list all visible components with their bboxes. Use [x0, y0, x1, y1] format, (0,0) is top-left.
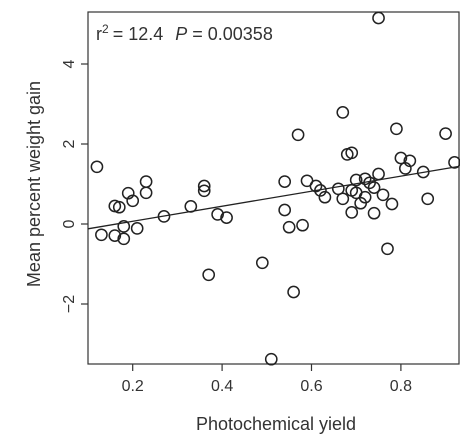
- data-point: [336, 192, 350, 206]
- data-points: [90, 11, 460, 366]
- y-tick-label: 4: [61, 59, 78, 68]
- r2-value: = 12.4: [113, 24, 164, 44]
- data-point: [358, 190, 372, 204]
- data-point: [291, 128, 305, 142]
- axes-group: 0.2 0.4 0.6 0.8 −2 0 2 4: [61, 11, 460, 395]
- data-point: [90, 160, 104, 174]
- y-tick-label: 0: [61, 219, 78, 228]
- regression-group: [87, 165, 460, 230]
- p-value: = 0.00358: [192, 24, 273, 44]
- data-point: [282, 220, 296, 234]
- data-point: [376, 188, 390, 202]
- data-point: [278, 203, 292, 217]
- r2-superscript: 2: [102, 22, 109, 36]
- data-point: [112, 200, 126, 214]
- data-point: [394, 151, 408, 165]
- data-point: [287, 285, 300, 299]
- data-point: [139, 186, 153, 200]
- regression-line: [87, 165, 460, 230]
- y-axis-title: Mean percent weight gain: [24, 81, 44, 287]
- data-point: [139, 175, 153, 188]
- data-point: [211, 208, 224, 221]
- data-point: [318, 190, 332, 204]
- p-label: P: [175, 24, 187, 44]
- data-point: [197, 179, 211, 193]
- data-point: [336, 106, 350, 119]
- data-point: [448, 156, 460, 169]
- data-point: [421, 192, 435, 206]
- data-point: [349, 173, 363, 187]
- data-point: [345, 146, 359, 160]
- x-tick-label: 0.8: [390, 378, 412, 395]
- data-point: [108, 229, 122, 242]
- x-axis-title: Photochemical yield: [196, 414, 356, 434]
- data-point: [372, 11, 385, 25]
- y-tick-label: 2: [61, 139, 78, 148]
- data-point: [197, 184, 211, 198]
- data-point: [117, 232, 131, 246]
- data-point: [358, 172, 372, 186]
- data-point: [296, 218, 309, 232]
- data-point: [372, 167, 385, 181]
- data-point: [95, 228, 108, 242]
- x-tick-label: 0.2: [122, 378, 144, 395]
- data-point: [345, 206, 359, 219]
- data-point: [439, 127, 452, 140]
- data-point: [278, 175, 292, 188]
- data-point: [403, 154, 417, 168]
- data-point: [367, 206, 381, 220]
- y-tick-label: −2: [61, 295, 78, 313]
- r2-label: r: [96, 24, 102, 44]
- data-point: [130, 222, 144, 235]
- data-point: [381, 242, 394, 256]
- data-point: [385, 197, 399, 211]
- x-tick-label: 0.6: [300, 378, 322, 395]
- data-point: [264, 352, 278, 366]
- x-tick-label: 0.4: [211, 378, 233, 395]
- data-point: [220, 211, 233, 224]
- data-point: [390, 122, 403, 136]
- data-point: [202, 268, 216, 282]
- stats-annotation: r2 = 12.4 P = 0.00358: [96, 22, 273, 44]
- data-point: [255, 256, 269, 270]
- data-point: [367, 181, 381, 194]
- data-point: [126, 194, 140, 208]
- data-point: [117, 220, 131, 233]
- data-point: [309, 179, 323, 193]
